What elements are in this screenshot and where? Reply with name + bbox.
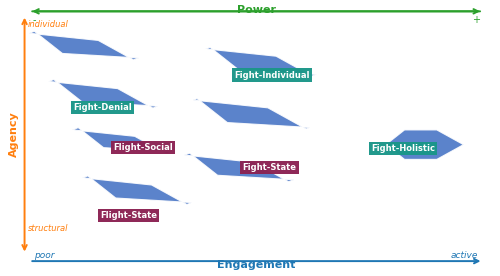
Polygon shape: [193, 99, 310, 129]
Text: Power: Power: [237, 6, 276, 15]
Text: Fight-Holistic: Fight-Holistic: [371, 144, 435, 153]
Text: active: active: [450, 251, 478, 260]
Text: individual: individual: [28, 20, 68, 29]
Text: Agency: Agency: [9, 112, 19, 157]
Text: +: +: [472, 15, 480, 25]
Text: structural: structural: [28, 224, 68, 233]
Polygon shape: [386, 130, 464, 159]
Text: Fight-Individual: Fight-Individual: [234, 71, 310, 79]
Polygon shape: [72, 128, 172, 154]
Text: -: -: [32, 15, 36, 25]
Text: Flight-Social: Flight-Social: [114, 143, 174, 152]
Polygon shape: [206, 47, 316, 76]
Polygon shape: [48, 79, 158, 108]
Text: poor: poor: [34, 251, 55, 260]
Text: Fight-Denial: Fight-Denial: [73, 103, 132, 112]
Polygon shape: [184, 153, 294, 182]
Text: Flight-State: Flight-State: [100, 211, 158, 220]
Text: Fight-State: Fight-State: [242, 163, 296, 172]
Polygon shape: [29, 31, 138, 60]
Polygon shape: [82, 176, 192, 205]
Text: Engagement: Engagement: [217, 260, 296, 270]
